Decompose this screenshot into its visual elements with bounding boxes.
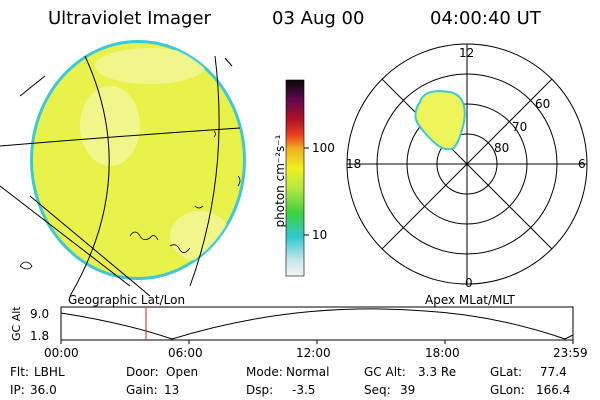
- polar-plot: [346, 43, 588, 285]
- altitude-curve: [60, 308, 574, 340]
- info-dsp-value: -3.5: [292, 383, 316, 397]
- info-mode-label: Mode:: [246, 365, 283, 379]
- timeline-ytick-9: 9.0: [30, 307, 50, 321]
- timeline-xtick-2359: 23:59: [553, 346, 588, 360]
- timeline-ylabel: GC Alt: [10, 306, 23, 341]
- info-gcalt-label: GC Alt:: [364, 365, 406, 379]
- info-ip-value: 36.0: [30, 383, 57, 397]
- mlt-label-0: 0: [465, 276, 473, 290]
- mlt-label-6: 6: [578, 157, 586, 171]
- mlt-label-18: 18: [346, 157, 362, 171]
- colorbar-tick-10: 10: [312, 228, 328, 242]
- geographic-image: [0, 40, 246, 297]
- timeline-ytick-1: 1.8: [30, 329, 50, 343]
- colorbar-tick-100: 100: [312, 141, 335, 155]
- info-seq-label: Seq:: [364, 383, 391, 397]
- colorbar: [285, 79, 309, 277]
- coastline: [19, 130, 241, 270]
- colorbar-unit-label: photon cm⁻²s⁻¹: [273, 134, 287, 228]
- apex-panel-label: Apex MLat/MLT: [425, 293, 515, 307]
- time-label: 04:00:40 UT: [430, 8, 541, 29]
- info-door-value: Open: [166, 365, 199, 379]
- date-label: 03 Aug 00: [272, 8, 365, 29]
- info-door-label: Door:: [126, 365, 159, 379]
- info-mode-value: Normal: [286, 365, 330, 379]
- lat-label-80: 80: [494, 141, 510, 155]
- info-gain-value: 13: [164, 383, 180, 397]
- info-glon-value: 166.4: [536, 383, 571, 397]
- lat-lon-grid: [0, 55, 241, 297]
- info-glon-label: GLon:: [490, 383, 525, 397]
- timeline-xtick-0000: 00:00: [44, 346, 79, 360]
- info-filter-value: LBHL: [34, 365, 65, 379]
- orbit-altitude-plot: [60, 306, 574, 344]
- info-gain-label: Gain:: [126, 383, 158, 397]
- timeline-xtick-0600: 06:00: [168, 346, 203, 360]
- info-seq-value: 39: [400, 383, 416, 397]
- geographic-panel-label: Geographic Lat/Lon: [68, 293, 186, 307]
- lat-label-70: 70: [512, 120, 528, 134]
- instrument-title: Ultraviolet Imager: [48, 8, 211, 29]
- auroral-oval: [414, 90, 466, 151]
- timeline-xtick-1200: 12:00: [296, 346, 331, 360]
- info-ip-label: IP:: [10, 383, 25, 397]
- mlt-label-12: 12: [459, 46, 475, 60]
- info-filter-label: Flt:: [10, 365, 29, 379]
- info-gcalt-value: 3.3 Re: [418, 365, 457, 379]
- info-dsp-label: Dsp:: [246, 383, 274, 397]
- info-glat-value: 77.4: [540, 365, 567, 379]
- info-glat-label: GLat:: [490, 365, 523, 379]
- timeline-xtick-1800: 18:00: [425, 346, 460, 360]
- lat-label-60: 60: [535, 97, 551, 111]
